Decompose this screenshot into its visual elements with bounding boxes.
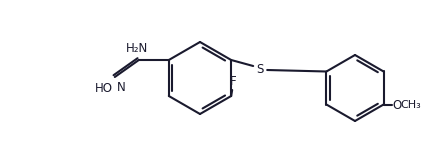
Text: N: N: [117, 81, 125, 94]
Text: O: O: [392, 99, 402, 112]
Text: HO: HO: [95, 82, 113, 95]
Text: F: F: [230, 75, 236, 88]
Text: CH₃: CH₃: [400, 100, 422, 111]
Text: S: S: [257, 63, 264, 76]
Text: H₂N: H₂N: [126, 42, 148, 55]
